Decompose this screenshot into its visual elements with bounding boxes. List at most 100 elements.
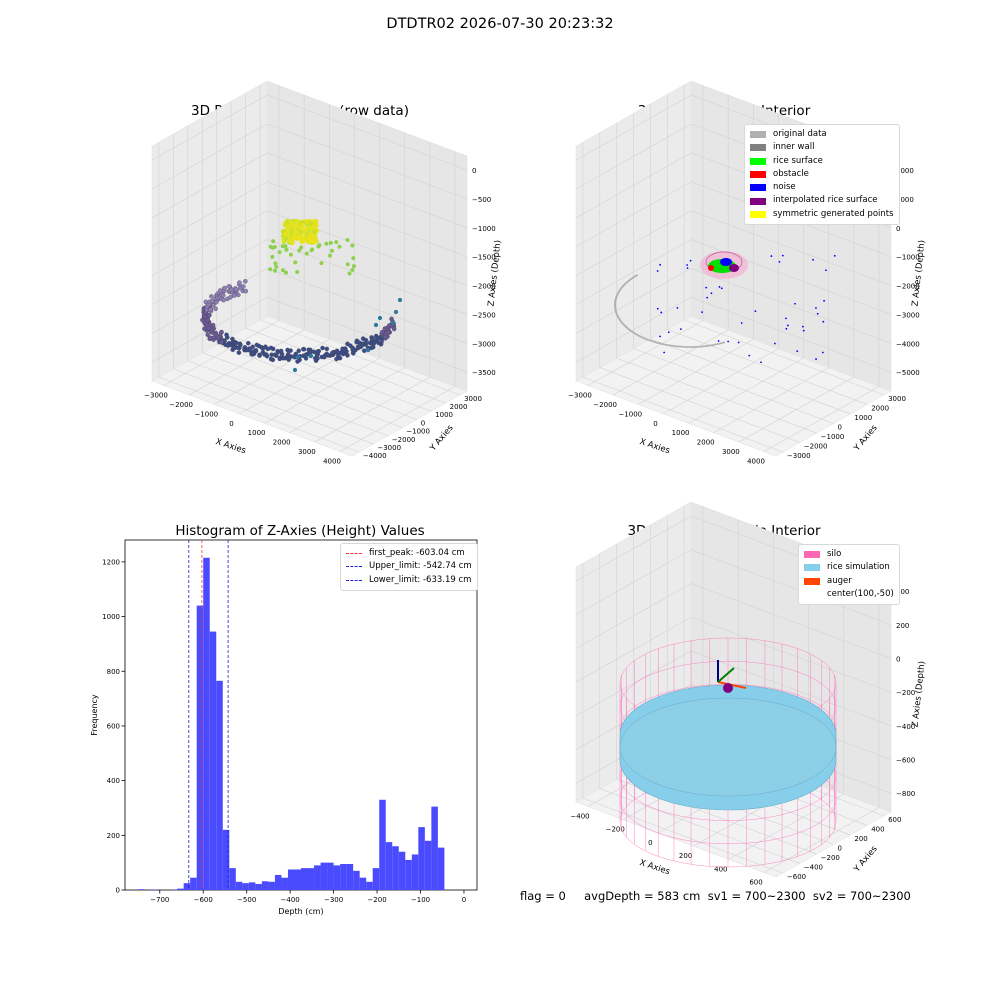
legend-swatch [750,171,766,179]
data-point [264,354,270,359]
plot1-z-gridline [266,123,468,200]
data-point [660,342,663,345]
plot1-x-gridline [188,329,305,396]
histogram-bar [248,882,256,890]
data-point [685,345,688,348]
y-tick-label: 200 [107,832,120,840]
plot2-y-gridline [650,338,851,415]
plot1-z-gridline [151,239,268,305]
data-point [312,235,318,241]
data-point [692,345,695,348]
data-point [317,243,322,248]
histogram-bar [398,851,406,890]
data-point [686,267,689,269]
data-point [816,312,819,315]
data-point [301,346,307,352]
data-point [285,224,290,230]
histogram-bar [209,631,217,890]
plot1-y-tick-label: 2000 [450,403,468,411]
data-point [718,286,721,288]
data-point [295,219,300,224]
plot1-x-gridline [264,357,380,424]
data-point [219,339,224,345]
plot2-z-gridline [575,239,692,305]
data-point [373,322,379,328]
data-point [709,344,712,347]
data-point [324,241,329,246]
data-point [306,233,312,238]
histogram-bar [307,868,315,890]
plot1-y-tick-label: −4000 [363,452,387,460]
data-point [355,344,361,350]
plot1-x-tick-label: −2000 [169,401,193,409]
histogram-bar [196,605,204,890]
legend-label: Lower_limit: -633.19 cm [369,574,472,585]
histogram-bar [222,829,230,890]
plot1-y-tick-label: −3000 [377,444,401,452]
data-point [659,335,661,338]
data-point [680,328,682,331]
data-point [719,342,722,345]
plot1-z-tick-label: −2500 [472,311,496,319]
data-point [320,345,325,351]
data-point [350,243,355,248]
plot1-x-gridline [163,320,280,386]
histogram-bar [235,881,243,890]
data-point [699,345,702,348]
data-point [367,340,373,346]
data-point [274,264,279,269]
data-point [667,344,670,347]
plot4-z-tick-label: 200 [896,622,909,630]
data-point [778,260,781,263]
x-tick-label: −600 [194,896,213,904]
plot4-x-tick-label: 200 [679,852,692,860]
legend-swatch [804,591,820,598]
data-point [679,345,682,348]
plot2-x-tick-label: 2000 [697,439,715,447]
histogram-bar [424,840,432,890]
y-tick-label: 800 [107,668,120,676]
plot1-y-tick-label: −2000 [392,436,416,444]
plot1-x-tick-label: 3000 [298,448,316,456]
data-point [754,310,757,313]
legend-swatch [750,157,766,165]
data-point [275,349,281,355]
obstacle [708,265,714,271]
plot2-z-tick-label: −2000 [896,283,920,291]
data-point [257,353,262,358]
plot4-y-axis-label: Y Axies [852,844,880,875]
data-point [737,341,740,344]
data-point [295,359,300,364]
plot2-z-tick-label: −1000 [896,254,920,262]
data-point [794,302,796,305]
x-tick-label: −100 [411,896,430,904]
plot4-z-gridline [575,583,692,649]
data-point [334,240,339,245]
data-point [312,229,317,235]
data-point [373,333,379,339]
plot1-z-tick-label: −1500 [472,254,496,262]
legend-entry: inner wall [750,141,894,154]
plot4-z-gridline [575,515,692,582]
data-point [796,350,799,353]
histogram-bar [203,557,210,890]
data-point [382,326,388,331]
plot4-z-gridline [575,616,692,683]
data-point [240,284,246,289]
plot4-legend: silo rice simulation auger center(100,-50) [798,544,900,606]
data-point [226,284,232,289]
data-point [350,350,356,356]
plot2-z-gridline [575,210,692,276]
plot2-z-tick-label: −4000 [896,340,920,348]
data-point [249,351,254,357]
data-point [208,307,213,312]
plot2-y-axis-label: Y Axies [852,423,880,454]
histogram-bar [255,883,262,890]
plot2-z-tick-label: 1000 [896,196,914,204]
data-point [773,342,776,345]
plot1-z-tick-label: −3500 [472,369,496,377]
data-point [224,332,229,338]
data-point [288,252,293,257]
data-point [710,292,713,295]
legend-label: auger [827,575,852,586]
